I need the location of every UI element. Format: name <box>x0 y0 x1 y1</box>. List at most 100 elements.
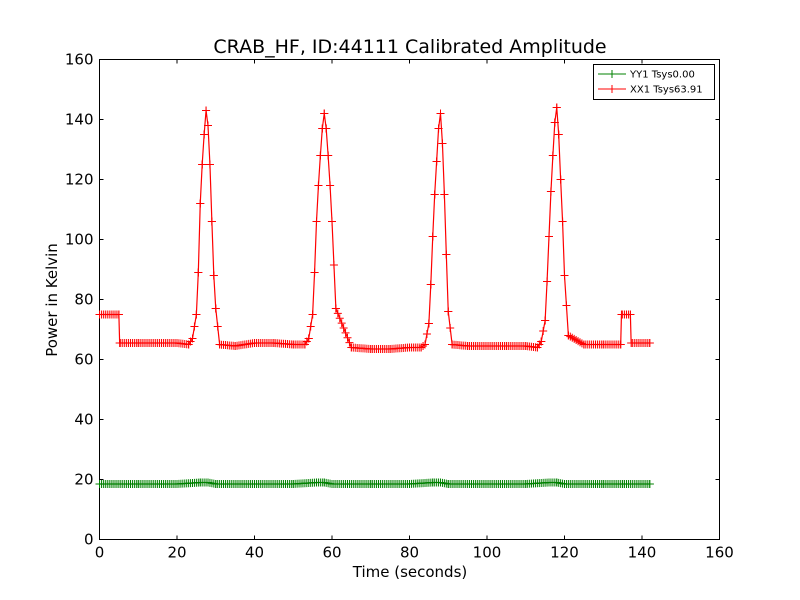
y-tick-label: 60 <box>74 351 93 369</box>
data-point-yy1 <box>645 480 654 488</box>
legend-marker-xx1 <box>608 85 616 93</box>
data-point-xx1 <box>205 160 214 169</box>
data-point-xx1 <box>343 333 352 342</box>
plot-frame <box>99 59 720 540</box>
data-point-xx1 <box>192 310 201 319</box>
data-point-xx1 <box>316 151 325 160</box>
data-point-xx1 <box>548 151 557 160</box>
y-tick-label: 40 <box>74 411 93 429</box>
data-point-xx1 <box>190 322 199 331</box>
data-point-xx1 <box>194 268 203 277</box>
chart-title: CRAB_HF, ID:44111 Calibrated Amplitude <box>213 36 606 58</box>
data-point-xx1 <box>546 187 555 196</box>
data-point-xx1 <box>345 338 354 347</box>
legend-box <box>593 64 715 100</box>
series-xx1 <box>95 103 654 353</box>
data-point-xx1 <box>539 327 548 335</box>
data-point-xx1 <box>200 130 209 139</box>
data-point-xx1 <box>556 175 565 184</box>
data-point-xx1 <box>577 339 586 348</box>
legend-marker-yy1 <box>608 70 616 78</box>
y-tick-label: 160 <box>65 51 94 69</box>
legend: YY1 Tsys0.00 XX1 Tsys63.91 <box>593 64 715 100</box>
data-point-xx1 <box>541 316 550 325</box>
data-point-xx1 <box>626 310 635 319</box>
x-tick-label: 60 <box>322 544 341 562</box>
data-point-xx1 <box>209 271 218 280</box>
data-point-xx1 <box>560 271 569 280</box>
data-point-xx1 <box>331 304 340 313</box>
data-point-xx1 <box>114 310 123 319</box>
data-point-xx1 <box>310 268 319 277</box>
data-point-xx1 <box>341 328 350 337</box>
data-point-xx1 <box>424 319 433 328</box>
data-point-xx1 <box>421 340 429 349</box>
data-point-xx1 <box>202 106 211 115</box>
data-point-xx1 <box>322 124 331 133</box>
data-point-xx1 <box>333 309 342 318</box>
x-tick-label: 100 <box>473 544 502 562</box>
data-point-xx1 <box>438 139 447 148</box>
series-yy1 <box>95 478 654 488</box>
data-point-xx1 <box>329 261 338 269</box>
x-axis-ticks: 0 20 40 60 80 100 120 140 160 <box>95 59 734 562</box>
data-point-xx1 <box>440 190 449 199</box>
data-point-xx1 <box>211 304 220 313</box>
data-point-xx1 <box>339 324 348 332</box>
y-tick-label: 20 <box>74 471 93 489</box>
data-point-xx1 <box>326 181 335 190</box>
data-point-xx1 <box>432 157 441 166</box>
data-point-xx1 <box>537 337 546 346</box>
data-point-xx1 <box>337 319 346 328</box>
data-point-xx1 <box>434 124 443 133</box>
data-point-xx1 <box>320 109 329 118</box>
data-point-xx1 <box>207 217 216 226</box>
data-point-xx1 <box>562 301 571 310</box>
y-axis-ticks: 0 20 40 60 80 100 120 140 160 <box>65 51 720 549</box>
y-tick-label: 140 <box>65 111 94 129</box>
data-point-xx1 <box>426 280 435 289</box>
data-point-xx1 <box>314 181 323 190</box>
data-point-xx1 <box>188 334 197 343</box>
data-point-xx1 <box>430 190 439 199</box>
y-tick-label: 0 <box>84 531 94 549</box>
data-point-xx1 <box>446 324 455 332</box>
data-point-xx1 <box>304 334 313 343</box>
legend-label-yy1: YY1 Tsys0.00 <box>629 70 695 81</box>
data-point-xx1 <box>543 277 552 286</box>
data-point-xx1 <box>428 232 437 241</box>
x-tick-label: 140 <box>628 544 657 562</box>
data-point-xx1 <box>645 339 654 347</box>
x-axis-label: Time (seconds) <box>352 563 468 581</box>
data-point-xx1 <box>422 330 431 338</box>
x-tick-label: 120 <box>550 544 579 562</box>
data-point-xx1 <box>196 199 205 208</box>
y-tick-label: 100 <box>65 231 94 249</box>
data-point-xx1 <box>545 232 553 241</box>
data-point-xx1 <box>204 121 212 130</box>
series-layer <box>95 103 654 488</box>
x-tick-label: 80 <box>400 544 419 562</box>
data-point-xx1 <box>616 340 625 349</box>
data-point-xx1 <box>436 109 445 118</box>
data-point-xx1 <box>324 151 333 160</box>
data-point-xx1 <box>306 322 315 331</box>
x-tick-label: 40 <box>245 544 264 562</box>
data-point-xx1 <box>335 314 344 323</box>
data-point-xx1 <box>552 103 561 112</box>
legend-label-xx1: XX1 Tsys63.91 <box>630 85 703 96</box>
data-point-xx1 <box>419 342 428 350</box>
x-tick-label: 160 <box>705 544 734 562</box>
x-tick-label: 0 <box>95 544 105 562</box>
data-point-xx1 <box>328 217 336 226</box>
y-tick-label: 80 <box>74 291 93 309</box>
data-point-xx1 <box>558 217 567 226</box>
data-point-xx1 <box>312 217 321 226</box>
y-axis-label: Power in Kelvin <box>43 243 61 357</box>
y-tick-label: 120 <box>65 171 94 189</box>
data-point-xx1 <box>198 160 207 169</box>
data-point-xx1 <box>213 322 222 331</box>
data-point-xx1 <box>444 307 453 316</box>
data-point-xx1 <box>554 130 563 139</box>
